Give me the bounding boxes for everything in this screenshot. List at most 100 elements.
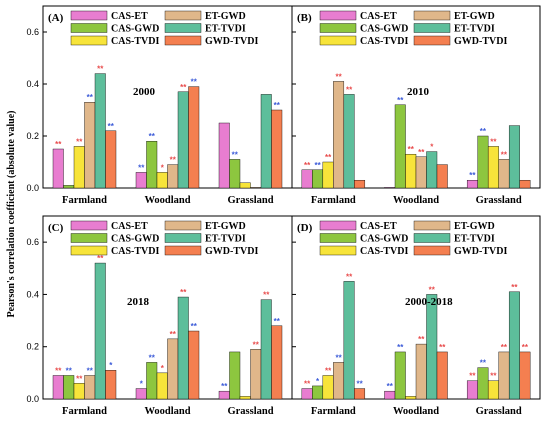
bar-gwd-tvdi	[188, 86, 200, 189]
panel-letter: (C)	[48, 222, 64, 234]
significance-mark: **	[501, 150, 508, 159]
legend-swatch	[164, 220, 202, 231]
y-tick-label: 0.0	[26, 394, 39, 404]
panels-group: 0.00.20.40.6** ********Farmland**********…	[26, 5, 541, 417]
significance-mark: **	[480, 359, 487, 368]
panel-letter: (A)	[48, 12, 64, 24]
bar-gwd-tvdi	[519, 179, 531, 189]
significance-mark: **	[418, 335, 425, 344]
significance-mark: **	[97, 65, 104, 74]
significance-mark: **	[191, 78, 198, 87]
bar-et-gwd	[250, 187, 262, 189]
panel-1: 0.00.20.40.6** ********Farmland**********…	[26, 5, 293, 206]
legend-swatch	[70, 35, 108, 46]
legend-entry: GWD-TVDI	[205, 36, 258, 47]
significance-mark: **	[356, 380, 363, 389]
significance-mark: **	[501, 343, 508, 352]
category-label: Farmland	[311, 406, 356, 417]
bar-gwd-tvdi	[436, 164, 448, 189]
bar-et-gwd	[250, 349, 262, 400]
legend-entry: CAS-GWD	[111, 234, 159, 245]
significance-mark: **	[480, 127, 487, 136]
bar-et-gwd	[498, 351, 510, 400]
bar-cas-tvdi	[405, 396, 417, 400]
significance-mark: *	[161, 364, 165, 373]
legend-swatch	[413, 23, 451, 33]
category-label: Grassland	[227, 406, 273, 417]
bar-gwd-tvdi	[519, 351, 531, 400]
bar-cas-et	[218, 122, 230, 189]
bar-cas-et	[384, 187, 396, 189]
significance-mark: **	[149, 132, 156, 141]
bar-cas-tvdi	[239, 182, 251, 189]
bar-cas-et	[52, 148, 64, 189]
legend-swatch	[413, 10, 451, 21]
category-group-woodland: ***********	[135, 78, 200, 189]
bar-cas-tvdi	[156, 372, 168, 400]
significance-mark: **	[221, 382, 228, 391]
bar-et-tvdi	[343, 94, 355, 189]
legend: CAS-ET ET-GWD CAS-GWD ET-TVDI CAS-TVDI GWD-TV…	[70, 220, 258, 257]
legend-swatch	[70, 245, 108, 256]
significance-mark: **	[253, 340, 260, 349]
bar-et-gwd	[498, 159, 510, 189]
bar-et-gwd	[84, 375, 96, 400]
category-group-grassland: ************	[466, 283, 531, 400]
category-label: Grassland	[476, 195, 522, 206]
bar-cas-gwd	[63, 185, 75, 189]
legend-entry: CAS-ET	[111, 221, 148, 232]
bar-cas-et	[301, 169, 313, 189]
significance-mark: **	[418, 148, 425, 157]
bar-et-tvdi	[177, 91, 189, 189]
significance-mark: *	[140, 380, 144, 389]
bar-cas-gwd	[146, 362, 158, 400]
legend-entry: CAS-GWD	[111, 24, 159, 35]
y-tick-label: 0.4	[26, 79, 39, 89]
legend-entry: CAS-ET	[360, 11, 397, 22]
significance-mark: **	[232, 150, 239, 159]
legend-swatch	[319, 23, 357, 33]
significance-mark: **	[138, 163, 145, 172]
legend-swatch	[413, 233, 451, 243]
significance-mark: *	[161, 163, 165, 172]
significance-mark: **	[76, 137, 83, 146]
legend-entry: GWD-TVDI	[205, 246, 258, 257]
category-label: Grassland	[476, 406, 522, 417]
significance-mark: **	[274, 101, 281, 110]
bar-et-tvdi	[260, 299, 272, 400]
bar-cas-et	[135, 172, 147, 189]
bar-cas-et	[301, 388, 313, 400]
category-group-grassland: ********	[466, 125, 531, 189]
significance-mark: **	[170, 156, 177, 165]
legend-entry: ET-TVDI	[205, 24, 246, 35]
legend-entry: CAS-ET	[360, 221, 397, 232]
legend-entry: ET-TVDI	[205, 234, 246, 245]
bar-cas-tvdi	[73, 383, 85, 400]
category-label: Woodland	[393, 195, 439, 206]
legend-entry: ET-TVDI	[454, 24, 495, 35]
bar-cas-gwd	[229, 159, 241, 189]
category-label: Farmland	[62, 406, 107, 417]
legend-swatch	[164, 35, 202, 46]
legend-swatch	[319, 10, 357, 21]
bar-gwd-tvdi	[354, 179, 366, 189]
y-tick-label: 0.6	[26, 27, 39, 37]
bar-gwd-tvdi	[105, 130, 117, 189]
significance-mark: **	[469, 372, 476, 381]
legend-swatch	[319, 245, 357, 256]
legend: CAS-ET ET-GWD CAS-GWD ET-TVDI CAS-TVDI GWD-TV…	[319, 10, 507, 47]
significance-mark: *	[430, 143, 434, 152]
significance-mark: **	[511, 283, 518, 292]
y-tick-label: 0.4	[26, 289, 39, 299]
significance-mark: **	[335, 72, 342, 81]
bar-cas-gwd	[312, 385, 324, 400]
bar-et-tvdi	[426, 294, 438, 400]
legend-entry: ET-GWD	[205, 11, 246, 22]
year-label: 2018	[127, 296, 150, 308]
significance-mark: **	[55, 366, 62, 375]
category-label: Woodland	[144, 195, 190, 206]
significance-mark: **	[408, 145, 415, 154]
bar-cas-tvdi	[73, 146, 85, 189]
bar-et-gwd	[333, 81, 345, 189]
legend-swatch	[319, 35, 357, 46]
